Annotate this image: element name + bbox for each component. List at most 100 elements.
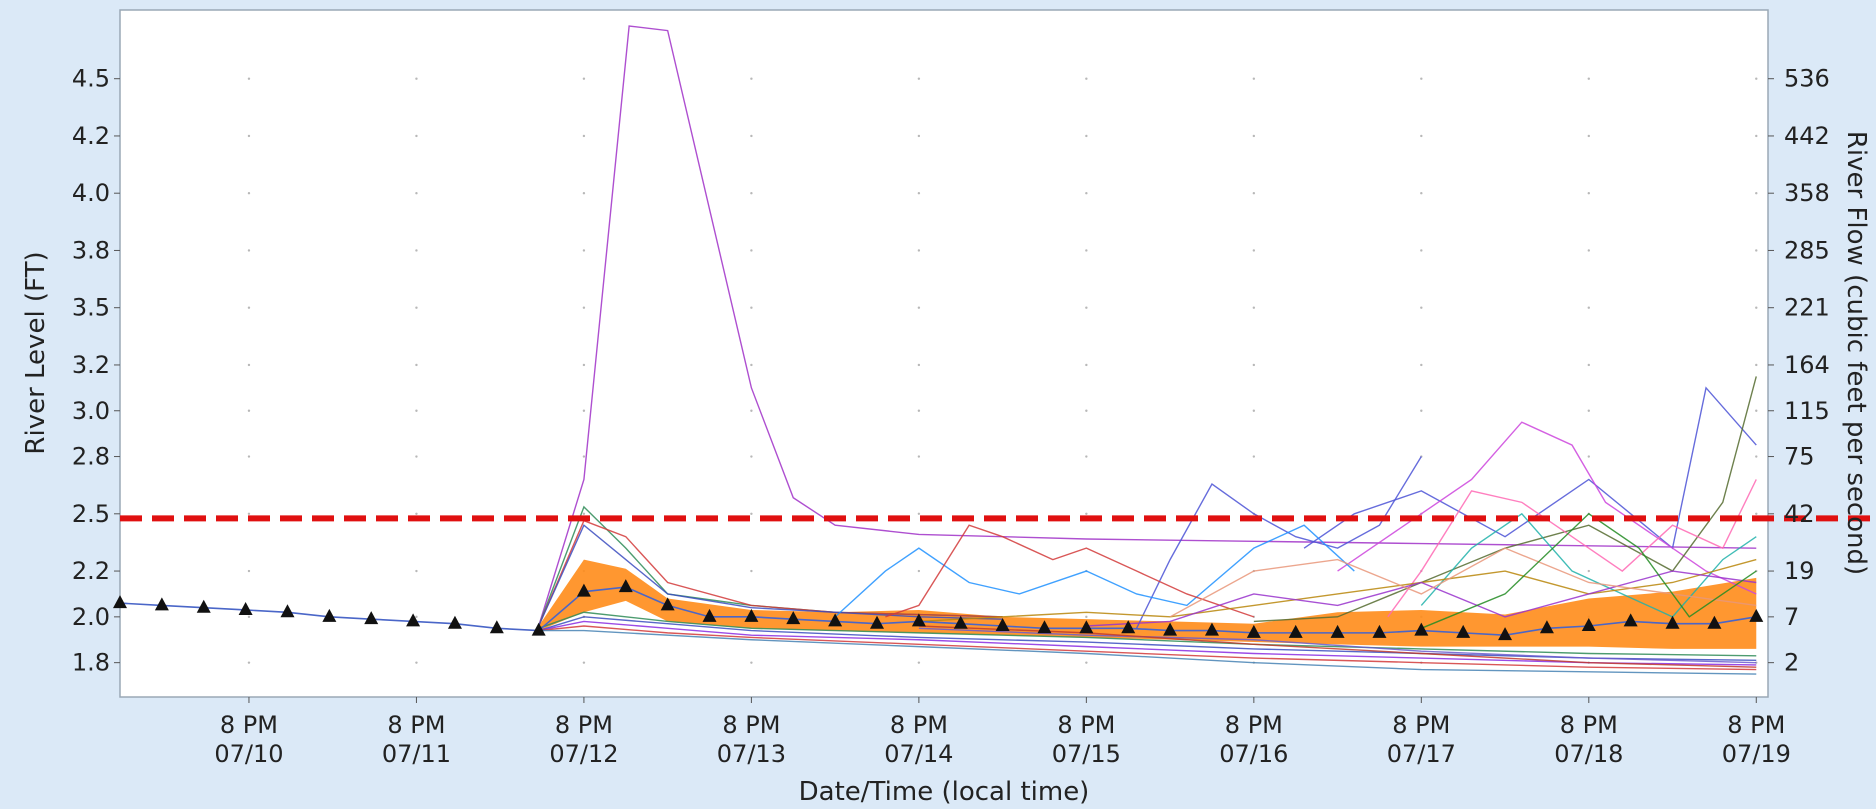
y-axis-right-ticks: 2 7 19 42 75 115 164 221 285 358 442 536 (1768, 65, 1830, 677)
grid-dot (247, 134, 251, 138)
y-tick-left-label: 2.2 (72, 557, 110, 585)
observed-marker (238, 601, 253, 615)
observed-marker (702, 608, 717, 622)
observed-marker (576, 583, 591, 597)
grid-dot (750, 569, 753, 573)
observed-marker (1414, 622, 1429, 636)
x-tick-date-label: 07/10 (214, 740, 283, 768)
grid-dot (247, 77, 251, 80)
x-tick-time-label: 8 PM (1225, 711, 1283, 739)
grid-dot (750, 363, 753, 367)
x-tick-time-label: 8 PM (1560, 711, 1618, 739)
grid-dot (582, 249, 586, 252)
y-tick-left-label: 4.5 (72, 65, 110, 93)
y-tick-right-label: 75 (1784, 443, 1815, 471)
observed-marker (1623, 613, 1638, 627)
grid-dot (750, 512, 753, 515)
grid-dot (582, 409, 586, 412)
y-tick-right-label: 285 (1784, 236, 1830, 264)
grid-dot (1085, 249, 1088, 252)
observed-marker (1665, 615, 1680, 629)
grid-dot (917, 249, 921, 252)
observed-marker (870, 615, 885, 629)
ensemble-series (538, 25, 1757, 675)
ensemble-line (1169, 547, 1757, 618)
y-axis-left-title: River Level (FT) (21, 251, 51, 454)
grid-dot (1755, 192, 1758, 195)
grid-dot (415, 512, 418, 515)
y-tick-right-label: 115 (1784, 397, 1830, 425)
x-tick-time-label: 8 PM (387, 711, 445, 739)
grid-dot (917, 134, 921, 138)
y-tick-left-label: 3.5 (72, 294, 110, 322)
y-tick-left-label: 4.2 (72, 122, 110, 150)
observed-marker (447, 615, 462, 629)
y-tick-right-label: 2 (1784, 649, 1799, 677)
grid-dot (1252, 363, 1256, 367)
observed-marker (280, 604, 295, 618)
y-tick-left-label: 3.2 (72, 351, 110, 379)
observed-marker (1330, 624, 1345, 638)
plot-area (119, 9, 1769, 698)
grid-dot (1587, 306, 1590, 309)
grid-dot (247, 615, 251, 619)
y-tick-right-label: 164 (1784, 351, 1830, 379)
ensemble-line (538, 629, 1757, 675)
grid-dot (415, 455, 418, 458)
grid-dot (582, 77, 586, 80)
observed-marker (1581, 618, 1596, 632)
grid-dot (1587, 134, 1590, 138)
grid-dot (415, 77, 418, 80)
grid-dot (1085, 192, 1088, 195)
y-tick-right-label: 19 (1784, 557, 1815, 585)
x-tick-time-label: 8 PM (1392, 711, 1450, 739)
observed-marker (1372, 624, 1387, 638)
grid-dot (582, 363, 586, 367)
grid-dot (1085, 615, 1088, 619)
grid-dot (582, 134, 586, 138)
grid-dot (1252, 192, 1256, 195)
ensemble-line (1303, 386, 1757, 550)
grid-dot (1085, 409, 1088, 412)
ensemble-line (538, 620, 1757, 666)
grid-dot (750, 249, 753, 252)
grid-dot (917, 77, 921, 80)
observed-marker (744, 608, 759, 622)
ensemble-line (538, 625, 1757, 671)
grid-dot (750, 409, 753, 412)
x-tick-date-label: 07/19 (1722, 740, 1791, 768)
grid-dot (247, 306, 251, 309)
grid-dot (750, 192, 753, 195)
grid-dot (1085, 661, 1088, 664)
grid-dots (247, 77, 1758, 664)
grid-dot (1420, 363, 1423, 367)
ensemble-line (538, 616, 1757, 662)
grid-dot (415, 134, 418, 138)
x-tick-date-label: 07/17 (1387, 740, 1456, 768)
grid-dot (247, 512, 251, 515)
grid-dot (750, 77, 753, 80)
grid-dot (1252, 134, 1256, 138)
grid-dot (582, 455, 586, 458)
grid-dot (917, 363, 921, 367)
x-tick-date-label: 07/18 (1554, 740, 1623, 768)
ensemble-line (538, 611, 1757, 657)
ensemble-line (918, 558, 1757, 623)
grid-dot (1587, 409, 1590, 412)
grid-dot (1587, 455, 1590, 458)
grid-dot (1755, 134, 1758, 138)
grid-dot (247, 409, 251, 412)
ensemble-line (538, 524, 1003, 627)
grid-dot (247, 661, 251, 664)
grid-dot (1420, 249, 1423, 252)
ensemble-line (885, 524, 1255, 618)
grid-dot (1252, 249, 1256, 252)
grid-dot (750, 455, 753, 458)
grid-dot (415, 615, 418, 619)
grid-dot (1252, 306, 1256, 309)
x-tick-date-label: 07/13 (717, 740, 786, 768)
y-tick-right-label: 221 (1784, 294, 1830, 322)
observed-marker (1707, 615, 1722, 629)
grid-dot (1755, 77, 1758, 80)
